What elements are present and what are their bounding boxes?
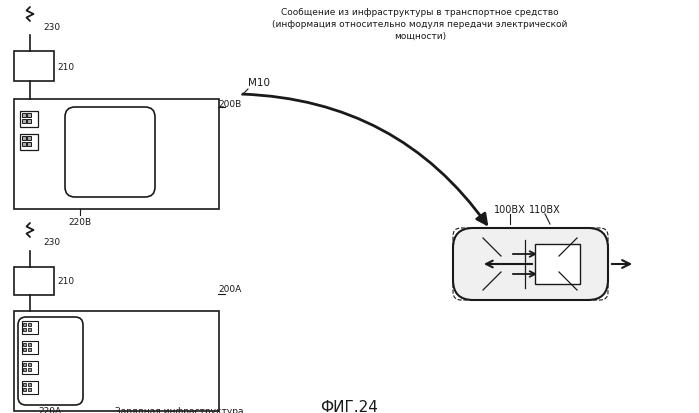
Bar <box>28 343 31 346</box>
FancyArrowPatch shape <box>243 95 487 225</box>
Bar <box>27 142 31 147</box>
Bar <box>535 244 580 284</box>
Bar <box>27 120 31 124</box>
Bar <box>14 52 54 82</box>
Text: 110ВХ: 110ВХ <box>529 204 561 214</box>
Bar <box>28 363 31 366</box>
Bar <box>22 120 26 124</box>
Bar <box>22 361 38 374</box>
Bar <box>28 328 31 331</box>
Bar <box>20 135 38 151</box>
Bar <box>28 368 31 371</box>
Bar <box>23 343 26 346</box>
Bar <box>23 383 26 386</box>
Bar <box>28 323 31 326</box>
Text: ФИГ.24: ФИГ.24 <box>320 399 378 413</box>
Bar <box>22 341 38 354</box>
Bar <box>23 388 26 391</box>
FancyBboxPatch shape <box>18 317 83 405</box>
Bar <box>28 348 31 351</box>
Text: 230: 230 <box>43 238 60 247</box>
Text: M10: M10 <box>248 78 270 88</box>
Bar <box>23 368 26 371</box>
Text: Зарядная инфраструктура: Зарядная инфраструктура <box>115 406 243 413</box>
Bar <box>22 142 26 147</box>
Bar <box>14 267 54 295</box>
Bar <box>22 137 26 141</box>
FancyBboxPatch shape <box>65 108 155 197</box>
Bar <box>23 363 26 366</box>
Bar <box>27 114 31 118</box>
Text: 200A: 200A <box>218 284 241 293</box>
Bar <box>28 383 31 386</box>
Text: 210: 210 <box>57 277 74 286</box>
Bar <box>20 112 38 128</box>
Bar <box>23 348 26 351</box>
Bar <box>23 328 26 331</box>
Bar <box>14 100 219 209</box>
Bar <box>22 381 38 394</box>
Text: 210: 210 <box>57 62 74 71</box>
Bar <box>22 321 38 334</box>
Text: 220A: 220A <box>38 406 62 413</box>
Bar <box>23 323 26 326</box>
Bar <box>14 311 219 411</box>
Bar <box>28 388 31 391</box>
FancyBboxPatch shape <box>453 228 608 300</box>
Text: Сообщение из инфраструктуры в транспортное средство
(информация относительно мод: Сообщение из инфраструктуры в транспортн… <box>273 8 568 40</box>
Bar <box>22 114 26 118</box>
Bar <box>27 137 31 141</box>
Text: 220B: 220B <box>69 218 92 226</box>
Text: 200B: 200B <box>218 100 241 109</box>
Text: 230: 230 <box>43 22 60 31</box>
Text: 100ВХ: 100ВХ <box>494 204 526 214</box>
